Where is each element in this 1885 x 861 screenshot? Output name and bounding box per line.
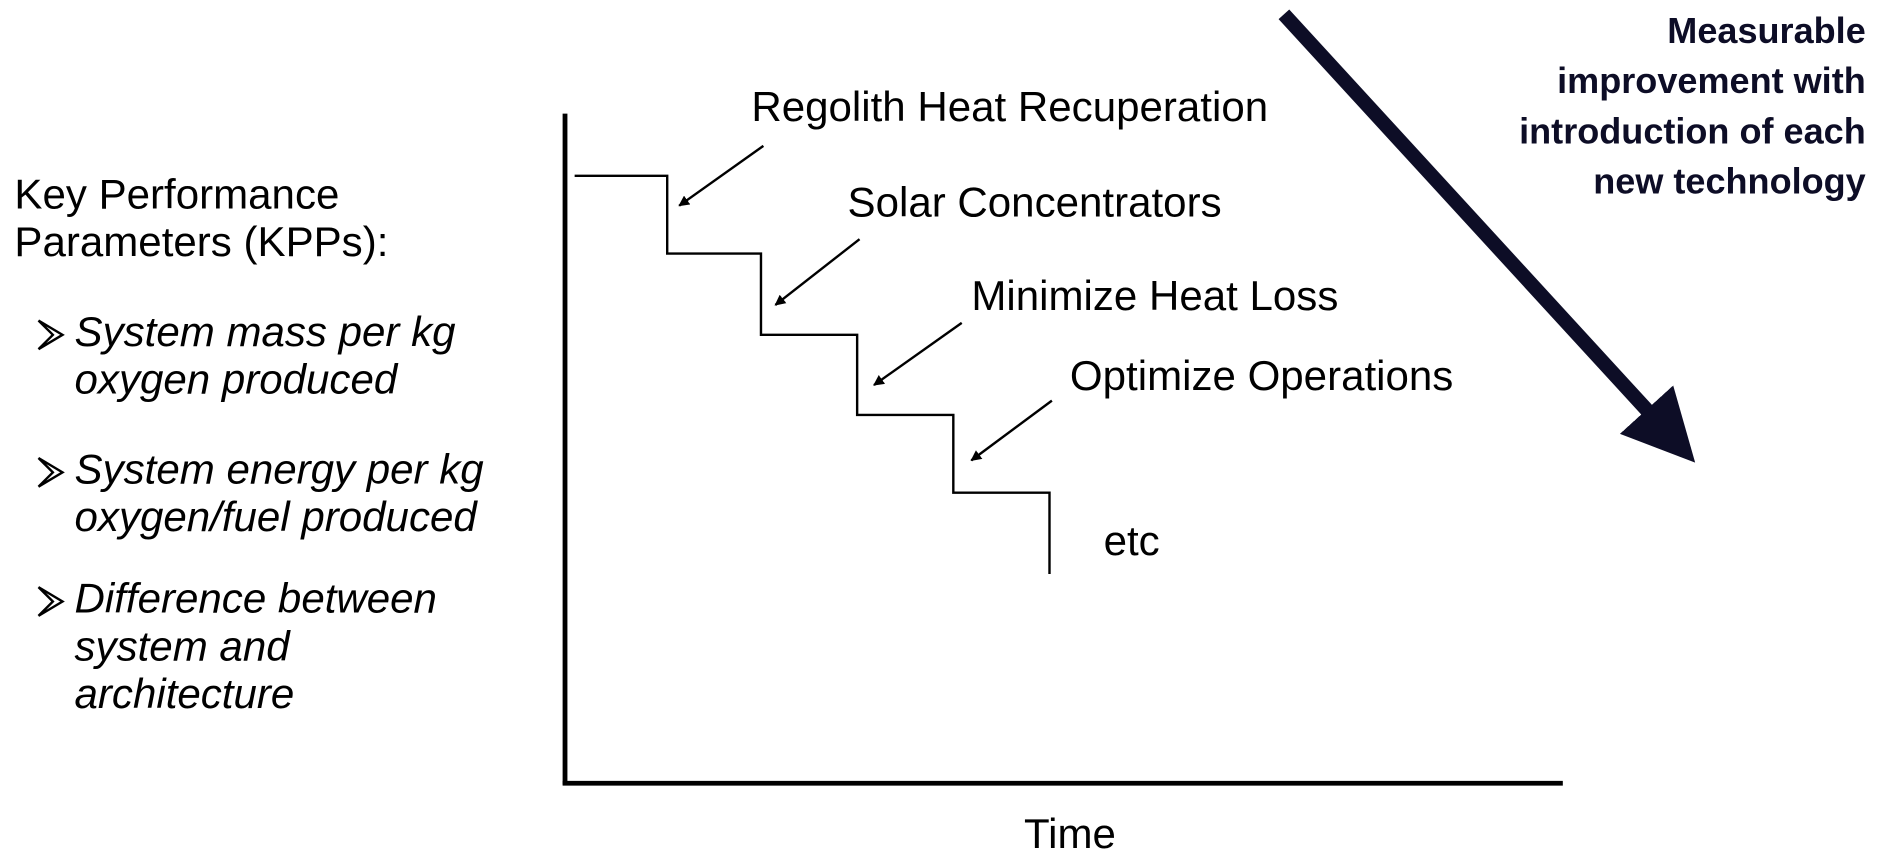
kpp-item: system and <box>75 622 292 669</box>
note-line: Measurable <box>1667 10 1865 51</box>
step-arrow <box>873 321 963 387</box>
step-arrow <box>678 144 765 207</box>
kpp-item: Difference between <box>75 575 437 622</box>
kpp-item: architecture <box>75 670 295 717</box>
etc-label: etc <box>1104 517 1160 564</box>
step-label: Regolith Heat Recuperation <box>751 83 1268 130</box>
step-label: Optimize Operations <box>1070 352 1453 399</box>
kpp-heading: Parameters (KPPs): <box>14 218 388 265</box>
note: Measurable improvement with introduction o… <box>1519 10 1866 202</box>
kpp-item: oxygen produced <box>75 356 399 403</box>
step-arrow <box>970 399 1053 462</box>
kpp-item: oxygen/fuel produced <box>75 493 479 540</box>
note-line: new technology <box>1593 161 1866 202</box>
kpp-heading: Key Performance <box>14 170 339 217</box>
staircase <box>574 174 1051 574</box>
note-line: introduction of each <box>1519 110 1866 151</box>
improvement-arrow <box>1278 9 1696 463</box>
note-line: improvement with <box>1557 60 1866 101</box>
bullet <box>37 319 65 351</box>
step-labels: Regolith Heat Recuperation Solar Concentr… <box>678 83 1453 462</box>
bullet <box>37 586 65 617</box>
step-arrow <box>774 238 861 306</box>
step-label: Solar Concentrators <box>848 179 1222 226</box>
bullet <box>37 456 65 488</box>
kpp-item: System mass per kg <box>75 308 456 355</box>
x-axis-label: Time <box>1024 810 1116 857</box>
step-label: Minimize Heat Loss <box>971 272 1338 319</box>
kpp-item: System energy per kg <box>75 446 484 493</box>
